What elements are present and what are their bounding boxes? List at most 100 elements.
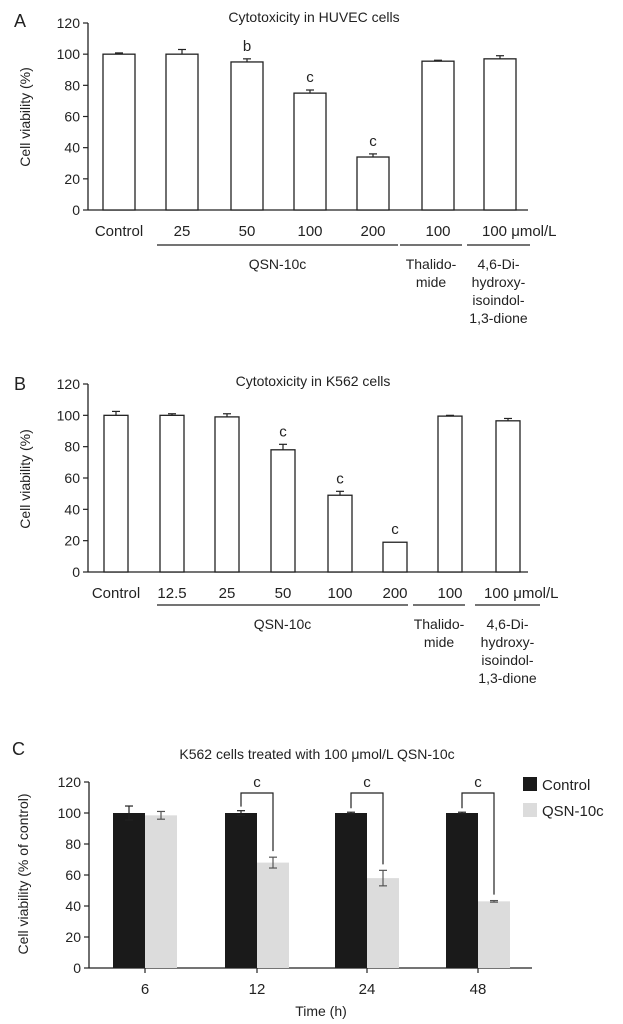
panel-b-group-label: Thalido-mide — [414, 616, 465, 650]
panel-b-significance-label: c — [279, 423, 287, 440]
panel-b-category-label: 100 — [327, 585, 352, 602]
panel-c-ytick-label: 120 — [58, 774, 82, 790]
panel-a-ylabel: Cell viability (%) — [17, 67, 33, 167]
legend-label-qsn10c: QSN-10c — [542, 803, 604, 820]
panel-c-significance-bracket — [461, 792, 495, 895]
panel-c-bar-qsn10c — [257, 862, 289, 968]
panel-b-ytick-label: 20 — [64, 533, 80, 549]
panel-c-legend: Control QSN-10c — [523, 777, 604, 820]
panel-c-ytick-label: 80 — [65, 836, 81, 852]
panel-c-xlabel: Time (h) — [295, 1003, 347, 1019]
panel-c-significance-bracket — [350, 792, 384, 865]
panel-b-ytick-label: 60 — [64, 470, 80, 486]
panel-a-bar — [356, 156, 390, 211]
panel-a-group-label: Thalido-mide — [406, 256, 457, 290]
panel-a-significance-label: c — [306, 69, 314, 86]
panel-c-bar-control — [335, 813, 367, 968]
panel-a-ytick-label: 40 — [64, 140, 80, 156]
panel-b-ylabel: Cell viability (%) — [17, 429, 33, 529]
panel-b-category-label: 100 — [437, 585, 462, 602]
panel-c-significance-label: c — [363, 774, 371, 791]
panel-c-bar-control — [225, 813, 257, 968]
panel-a-category-label: 100 — [425, 223, 450, 240]
panel-b-bar — [382, 541, 408, 573]
panel-a-group-label: QSN-10c — [249, 256, 307, 272]
panel-a-significance-label: b — [243, 38, 251, 55]
panel-a-ytick-label: 0 — [72, 202, 80, 218]
panel-c-bar-qsn10c — [367, 878, 399, 968]
panel-c-bar-control — [446, 813, 478, 968]
panel-b-title: Cytotoxicity in K562 cells — [236, 373, 391, 389]
panel-c-significance-bracket — [240, 792, 274, 852]
panel-a-category-label: 100 μmol/L — [482, 223, 557, 240]
panel-b-category-label: Control — [92, 585, 140, 602]
panel-b-plot: 0 20 40 60 80 100 120 Control 12.5 25 c 50 c 100 c 200 1… — [57, 376, 559, 686]
panel-a-category-label: 200 — [360, 223, 385, 240]
panel-c: C K562 cells treated with 100 μmol/L QSN… — [12, 739, 604, 1019]
panel-a-ytick-label: 100 — [57, 46, 81, 62]
panel-c-letter: C — [12, 739, 25, 759]
panel-c-ytick-label: 100 — [58, 805, 82, 821]
panel-b-bar — [270, 449, 296, 573]
panel-a-category-label: Control — [95, 223, 143, 240]
panel-c-ytick-label: 20 — [65, 929, 81, 945]
panel-a-bar — [165, 53, 199, 211]
panel-b-group-label: 4,6-Di-hydroxy-isoindol-1,3-dione — [478, 616, 537, 686]
panel-b-ytick-label: 0 — [72, 564, 80, 580]
panel-a-bar — [421, 60, 455, 211]
panel-b-letter: B — [14, 374, 26, 394]
panel-a-category-label: 25 — [174, 223, 191, 240]
panel-c-bar-qsn10c — [145, 815, 177, 968]
panel-a-bar — [102, 53, 136, 211]
panel-a-ytick-label: 60 — [64, 109, 80, 125]
panel-b-bar — [495, 420, 521, 573]
panel-b-bar — [214, 416, 240, 573]
panel-c-category-label: 6 — [141, 981, 149, 998]
panel-a-plot: 0 20 40 60 80 100 120 Control 25 b 50 c 100 c 200 100 10… — [57, 15, 557, 326]
panel-b-category-label: 50 — [275, 585, 292, 602]
panel-b: B Cytotoxicity in K562 cells Cell viabil… — [14, 373, 559, 686]
panel-c-title: K562 cells treated with 100 μmol/L QSN-1… — [179, 746, 454, 762]
panel-c-significance-label: c — [474, 774, 482, 791]
panel-a-category-label: 100 — [297, 223, 322, 240]
panel-b-category-label: 25 — [219, 585, 236, 602]
panel-b-significance-label: c — [391, 521, 399, 538]
panel-b-bar — [159, 414, 185, 573]
panel-b-bar — [103, 414, 129, 573]
panel-b-category-label: 12.5 — [157, 585, 186, 602]
panel-a-group-label: 4,6-Di-hydroxy-isoindol-1,3-dione — [469, 256, 528, 326]
panel-c-bar-control — [113, 813, 145, 968]
panel-c-bar-qsn10c — [478, 901, 510, 968]
panel-c-ytick-label: 60 — [65, 867, 81, 883]
panel-c-ytick-label: 0 — [73, 960, 81, 976]
panel-a-significance-label: c — [369, 133, 377, 150]
panel-c-plot: 0 20 40 60 80 100 120 6 12 c 24 c 48 c — [58, 774, 532, 998]
legend-label-control: Control — [542, 777, 590, 794]
panel-c-category-label: 24 — [359, 981, 376, 998]
panel-b-ytick-label: 40 — [64, 501, 80, 517]
panel-a-bar — [483, 58, 517, 211]
panel-a-category-label: 50 — [239, 223, 256, 240]
panel-a-bar — [230, 61, 264, 211]
panel-b-category-label: 100 μmol/L — [484, 585, 559, 602]
panel-b-ytick-label: 80 — [64, 439, 80, 455]
panel-c-ytick-label: 40 — [65, 898, 81, 914]
panel-c-category-label: 48 — [470, 981, 487, 998]
legend-swatch-control — [523, 777, 537, 791]
panel-b-group-label: QSN-10c — [254, 616, 312, 632]
panel-b-bar — [327, 494, 353, 573]
panel-b-ytick-label: 100 — [57, 407, 81, 423]
panel-a-ytick-label: 80 — [64, 77, 80, 93]
panel-c-category-label: 12 — [249, 981, 266, 998]
panel-a-letter: A — [14, 11, 26, 31]
panel-b-bar — [437, 415, 463, 573]
panel-a-ytick-label: 120 — [57, 15, 81, 31]
panel-a-title: Cytotoxicity in HUVEC cells — [228, 9, 399, 25]
panel-b-ytick-label: 120 — [57, 376, 81, 392]
panel-b-significance-label: c — [336, 470, 344, 487]
panel-a: A Cytotoxicity in HUVEC cells Cell viabi… — [14, 9, 557, 326]
legend-swatch-qsn10c — [523, 803, 537, 817]
panel-a-ytick-label: 20 — [64, 171, 80, 187]
panel-b-category-label: 200 — [382, 585, 407, 602]
